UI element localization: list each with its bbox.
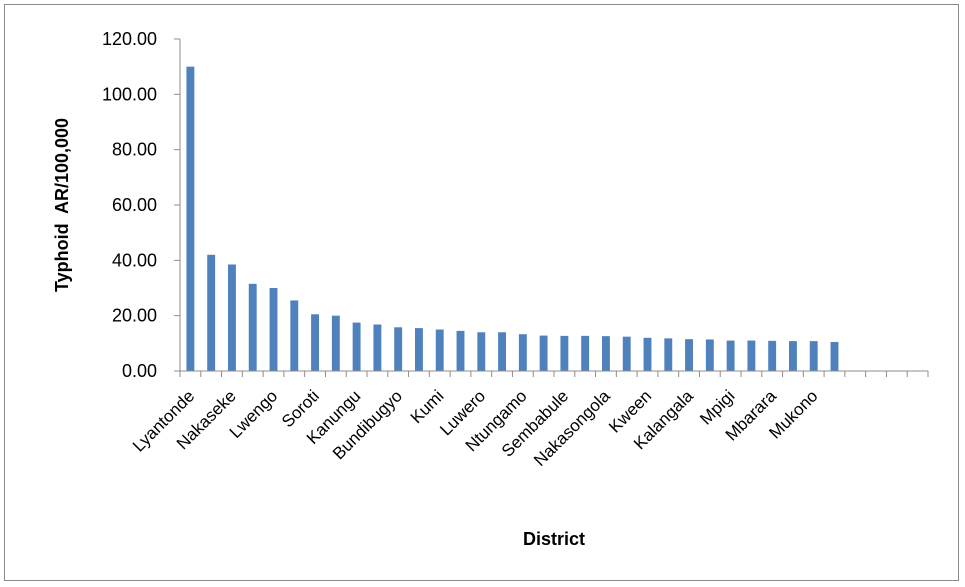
bar: [456, 330, 465, 371]
bar: [601, 336, 610, 371]
bar: [331, 315, 340, 371]
bar: [726, 340, 735, 371]
bar: [788, 341, 797, 371]
bar: [705, 339, 714, 371]
chart-frame: [4, 4, 959, 581]
bar: [498, 332, 507, 371]
y-tick-label: 40.00: [112, 250, 157, 270]
bar: [664, 338, 673, 371]
bar: [352, 322, 361, 371]
y-tick-label: 120.00: [102, 29, 157, 49]
bar: [207, 254, 216, 371]
bar: [290, 300, 299, 371]
x-axis-title: District: [523, 529, 585, 549]
y-tick-label: 100.00: [102, 84, 157, 104]
bar: [186, 66, 195, 372]
y-axis-ticks: [174, 38, 180, 372]
bar: [581, 335, 590, 371]
y-tick-label: 80.00: [112, 140, 157, 160]
bar: [269, 288, 278, 371]
bar: [518, 334, 527, 371]
bar: [643, 337, 652, 371]
bar: [622, 336, 631, 371]
bar: [809, 341, 818, 371]
bar: [414, 328, 423, 371]
x-axis-ticks: [179, 371, 929, 377]
bar: [311, 314, 320, 371]
y-axis-tick-labels: 0.00 20.00 40.00 60.00 80.00 100.00 120.00: [102, 29, 157, 381]
bars: [186, 66, 839, 372]
bar: [373, 324, 382, 371]
bar: [248, 283, 257, 371]
x-axis-category-labels: LyantondeNakasekeLwengoSorotiKanunguBund…: [129, 386, 821, 470]
y-tick-label: 0.00: [122, 361, 157, 381]
y-tick-label: 20.00: [112, 306, 157, 326]
bar: [477, 332, 486, 371]
bar: [768, 340, 777, 371]
y-axis-title: Typhoid AR/100,000: [52, 118, 72, 292]
y-tick-label: 60.00: [112, 195, 157, 215]
bar: [830, 341, 839, 371]
bar: [539, 335, 548, 371]
bar: [227, 264, 236, 371]
bar: [394, 327, 403, 371]
bar: [560, 335, 569, 371]
bar: [435, 329, 444, 371]
bar: [747, 340, 756, 371]
bar: [685, 339, 694, 371]
